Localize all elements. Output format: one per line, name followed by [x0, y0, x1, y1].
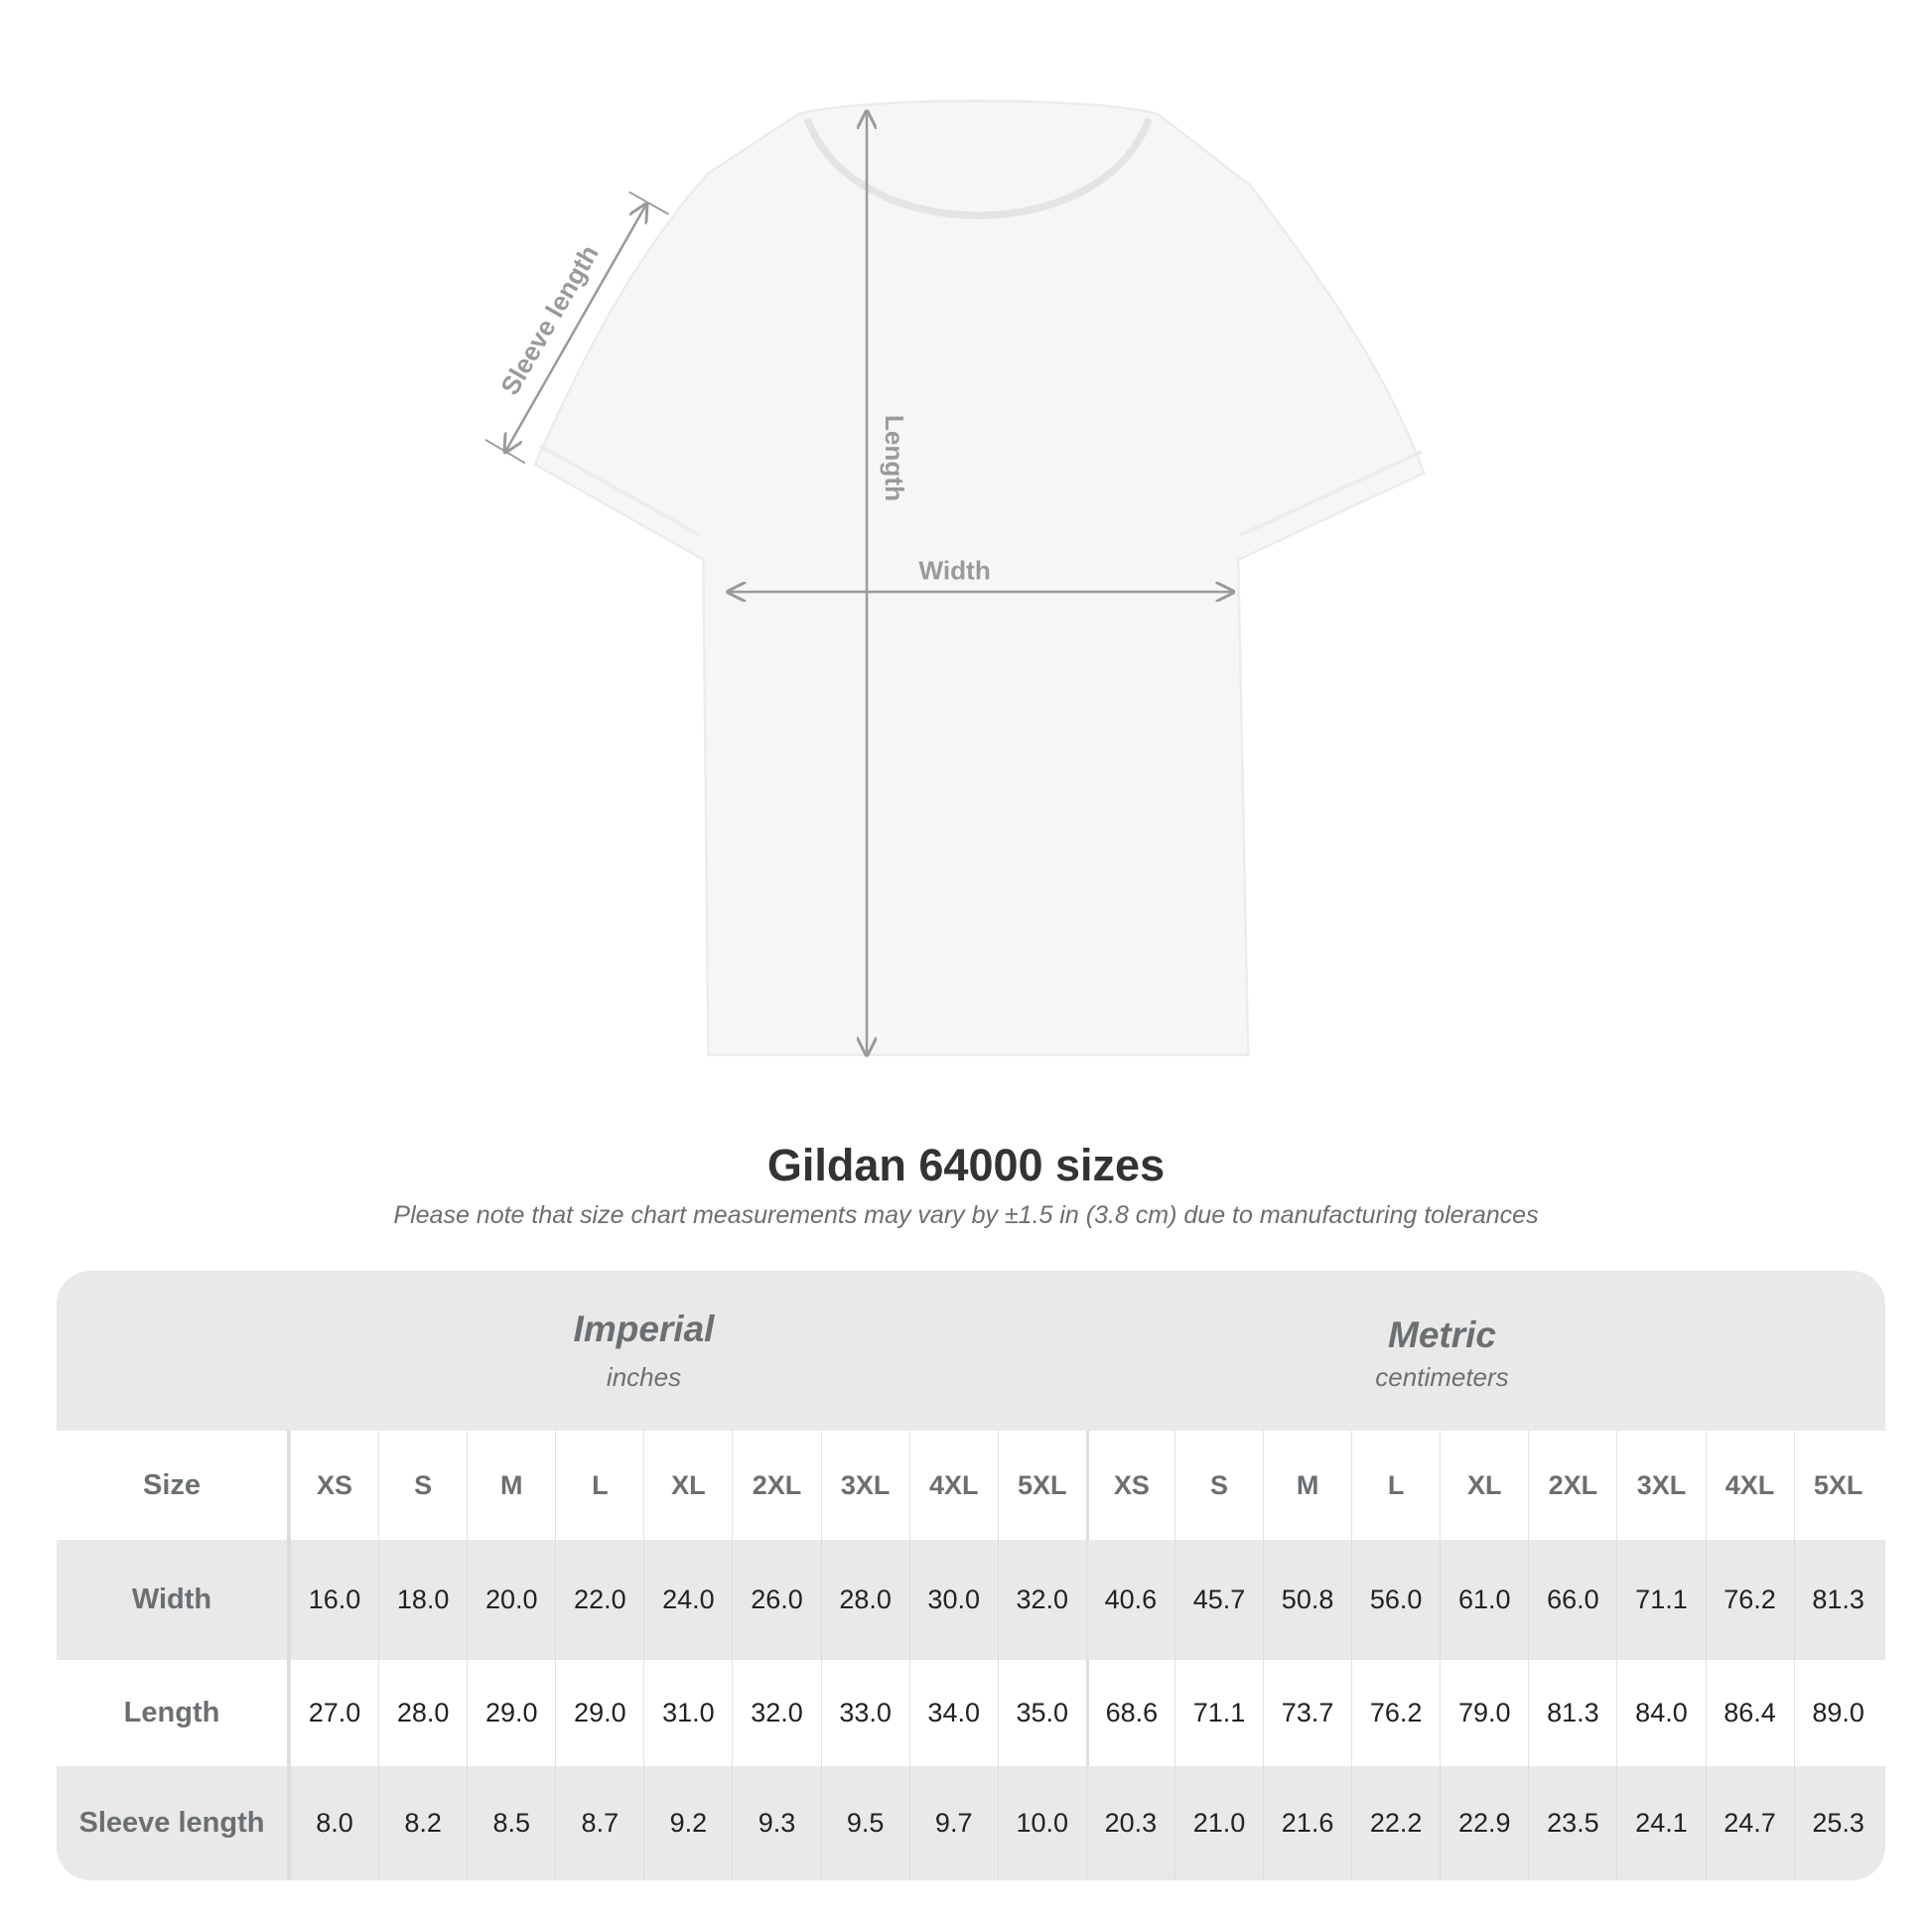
size-row: Size XS S M L XL 2XL 3XL 4XL 5XL XS S M L XL 2XL 3XL 4XL… [57, 1431, 1885, 1540]
table-row: Sleeve length 8.0 8.2 8.5 8.7 9.2 9.3 9.5 9.7 10.… [57, 1766, 1885, 1880]
imperial-title: Imperial [573, 1309, 715, 1349]
row-label: Length [57, 1660, 290, 1766]
value-cell: 20.3 [1085, 1766, 1174, 1880]
width-label: Width [918, 556, 990, 586]
value-cell: 22.2 [1351, 1766, 1440, 1880]
value-cell: 8.0 [290, 1766, 378, 1880]
value-cell: 76.2 [1351, 1660, 1440, 1766]
value-cell: 86.4 [1705, 1660, 1794, 1766]
size-header-cell: 5XL [997, 1431, 1086, 1540]
value-cell: 68.6 [1085, 1660, 1174, 1766]
value-cell: 35.0 [997, 1660, 1086, 1766]
page-title: Gildan 64000 sizes [766, 1140, 1166, 1190]
value-cell: 61.0 [1440, 1540, 1528, 1660]
size-header-cell: M [1263, 1431, 1351, 1540]
value-cell: 9.3 [732, 1766, 820, 1880]
table-row: Length 27.0 28.0 29.0 29.0 31.0 32.0 33.0 34.0 35… [57, 1660, 1885, 1766]
size-header-cell: XS [1085, 1431, 1174, 1540]
value-cell: 9.2 [643, 1766, 732, 1880]
value-cell: 76.2 [1705, 1540, 1794, 1660]
value-cell: 79.0 [1440, 1660, 1528, 1766]
size-header-cell: 4XL [1705, 1431, 1794, 1540]
size-header-cell: XL [643, 1431, 732, 1540]
value-cell: 40.6 [1085, 1540, 1174, 1660]
row-label: Sleeve length [57, 1766, 290, 1880]
table-row: Width 16.0 18.0 20.0 22.0 24.0 26.0 28.0 30.0 32.… [57, 1540, 1885, 1660]
value-cell: 8.7 [555, 1766, 643, 1880]
value-cell: 34.0 [908, 1660, 998, 1766]
value-cell: 9.7 [908, 1766, 998, 1880]
value-cell: 32.0 [732, 1660, 820, 1766]
metric-title: Metric [1388, 1314, 1496, 1355]
value-cell: 27.0 [290, 1660, 378, 1766]
row-label: Size [57, 1431, 290, 1540]
size-header-cell: 3XL [820, 1431, 909, 1540]
value-cell: 66.0 [1528, 1540, 1616, 1660]
size-table: Imperial inches Metric centimeters Size … [57, 1271, 1885, 1880]
value-cell: 22.9 [1440, 1766, 1528, 1880]
value-cell: 18.0 [378, 1540, 467, 1660]
length-label: Length [880, 415, 909, 501]
size-header-cell: 2XL [732, 1431, 820, 1540]
value-cell: 22.0 [555, 1540, 643, 1660]
value-cell: 21.6 [1263, 1766, 1351, 1880]
size-header-cell: 3XL [1616, 1431, 1705, 1540]
value-cell: 24.7 [1705, 1766, 1794, 1880]
size-header-cell: 5XL [1793, 1431, 1882, 1540]
size-header-cell: XS [290, 1431, 378, 1540]
size-header-cell: L [555, 1431, 643, 1540]
value-cell: 56.0 [1351, 1540, 1440, 1660]
value-cell: 45.7 [1173, 1540, 1263, 1660]
value-cell: 23.5 [1528, 1766, 1616, 1880]
value-cell: 21.0 [1173, 1766, 1263, 1880]
size-header-cell: S [378, 1431, 467, 1540]
tshirt-measurement-diagram: Sleeve length Length Width [484, 99, 1426, 1112]
value-cell: 50.8 [1263, 1540, 1351, 1660]
row-label: Width [57, 1540, 290, 1660]
size-header-cell: 4XL [908, 1431, 998, 1540]
value-cell: 24.1 [1616, 1766, 1705, 1880]
size-header-cell: 2XL [1528, 1431, 1616, 1540]
value-cell: 29.0 [555, 1660, 643, 1766]
value-cell: 10.0 [997, 1766, 1086, 1880]
value-cell: 20.0 [467, 1540, 555, 1660]
value-cell: 26.0 [732, 1540, 820, 1660]
value-cell: 89.0 [1793, 1660, 1882, 1766]
metric-unit: centimeters [1375, 1362, 1509, 1392]
value-cell: 16.0 [290, 1540, 378, 1660]
value-cell: 71.1 [1173, 1660, 1263, 1766]
value-cell: 29.0 [467, 1660, 555, 1766]
value-cell: 25.3 [1793, 1766, 1882, 1880]
imperial-unit: inches [606, 1362, 682, 1392]
value-cell: 9.5 [820, 1766, 909, 1880]
value-cell: 84.0 [1616, 1660, 1705, 1766]
value-cell: 28.0 [820, 1540, 909, 1660]
value-cell: 81.3 [1528, 1660, 1616, 1766]
value-cell: 24.0 [643, 1540, 732, 1660]
value-cell: 32.0 [997, 1540, 1086, 1660]
size-header-cell: S [1173, 1431, 1263, 1540]
value-cell: 71.1 [1616, 1540, 1705, 1660]
sleeve-arrow [505, 205, 646, 452]
value-cell: 31.0 [643, 1660, 732, 1766]
value-cell: 8.5 [467, 1766, 555, 1880]
size-header-cell: M [467, 1431, 555, 1540]
value-cell: 81.3 [1793, 1540, 1882, 1660]
imperial-header: Imperial inches [290, 1271, 998, 1431]
value-cell: 33.0 [820, 1660, 909, 1766]
size-header-cell: XL [1440, 1431, 1528, 1540]
size-header-cell: L [1351, 1431, 1440, 1540]
value-cell: 30.0 [908, 1540, 998, 1660]
tolerance-note: Please note that size chart measurements… [393, 1201, 1539, 1229]
value-cell: 73.7 [1263, 1660, 1351, 1766]
value-cell: 8.2 [378, 1766, 467, 1880]
value-cell: 28.0 [378, 1660, 467, 1766]
metric-header: Metric centimeters [1088, 1271, 1796, 1431]
